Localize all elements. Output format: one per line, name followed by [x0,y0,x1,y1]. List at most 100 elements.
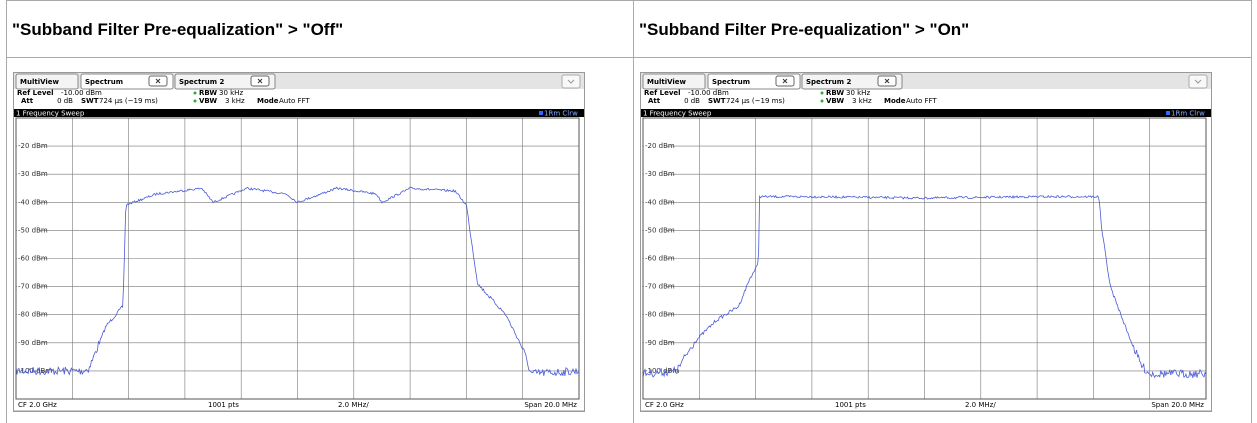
trace-marker [539,111,543,115]
info-label: Ref Level [17,89,54,97]
label-bg [644,311,666,318]
y-tick-label: -30 dBm [645,170,675,178]
window-title: 1 Frequency Sweep [16,110,85,118]
y-tick-label: -50 dBm [18,226,48,234]
info-value: Auto FFT [906,97,937,105]
tab-label: Spectrum 2 [806,78,851,86]
trace-label: 1Rm Clrw [544,110,578,118]
trace [642,194,1207,379]
label-bg [17,283,39,290]
label-bg [17,255,39,262]
column-header: "Subband Filter Pre-equalization" > "On" [634,0,1251,58]
info-label: VBW [826,97,844,105]
info-value: 0 dB [684,97,700,105]
info-label: SWT [81,97,99,105]
info-value: -10.00 dBm [688,89,729,97]
close-icon [782,78,788,84]
tab-label: Spectrum [712,78,750,86]
trace [15,186,580,377]
y-tick-label: -20 dBm [18,142,48,150]
dropdown [1188,74,1208,89]
screenshot: MultiView Spectrum Spectrum 2 Ref Level -10.… [13,72,585,412]
window-title: 1 Frequency Sweep [643,110,712,118]
bullet [193,91,197,95]
window-bar [14,109,584,117]
label-bg [644,143,666,150]
close-icon [257,78,263,84]
label-bg [644,255,666,262]
info-value: 3 kHz [225,97,245,105]
window-bar [641,109,1211,117]
tab [15,73,79,90]
y-tick-label: -60 dBm [645,255,675,263]
close-icon [155,78,161,84]
info-value: -10.00 dBm [61,89,102,97]
bullet [820,99,824,103]
label-bg [644,171,666,178]
table: "Subband Filter Pre-equalization" > "Off… [6,0,1252,423]
label-bg [644,199,666,206]
info-label: Ref Level [644,89,681,97]
y-tick-label: -40 dBm [645,198,675,206]
info-label: Att [648,97,661,105]
label-bg [17,311,39,318]
trace-marker [1166,111,1170,115]
dropdown [561,74,581,89]
label-bg [17,339,39,346]
footer-label: 2.0 MHz/ [965,401,996,409]
info-value: 30 kHz [219,89,243,97]
footer-label: 1001 pts [208,401,239,409]
footer-label: CF 2.0 GHz [645,401,684,409]
y-tick-label: -20 dBm [645,142,675,150]
cell: "Subband Filter Pre-equalization" > "Off… [6,0,634,423]
label-bg [17,199,39,206]
label-bg [17,367,39,374]
plot-border [15,117,580,400]
label-bg [17,143,39,150]
column-header: "Subband Filter Pre-equalization" > "Off… [7,0,634,58]
tab-label: MultiView [20,78,60,86]
y-tick-label: -70 dBm [645,283,675,291]
label-bg [17,171,39,178]
y-tick-label: -80 dBm [645,311,675,319]
footer-label: 2.0 MHz/ [338,401,369,409]
info-value: 0 dB [57,97,73,105]
y-tick-label: -40 dBm [18,198,48,206]
y-tick-label: -80 dBm [18,311,48,319]
tab-label: MultiView [647,78,687,86]
info-label: RBW [826,89,844,97]
info-value: 30 kHz [846,89,870,97]
label-bg [644,367,666,374]
tab [642,73,706,90]
tab [174,73,276,90]
tab [801,73,903,90]
info-label: Mode [884,97,906,105]
y-tick-label: -100 dBm [645,367,679,375]
info-label: RBW [199,89,217,97]
frame [640,72,1212,412]
bullet [820,91,824,95]
frame [13,72,585,412]
footer-label: Span 20.0 MHz [1151,401,1204,409]
info-label: VBW [199,97,217,105]
y-tick-label: -60 dBm [18,255,48,263]
info-label: Att [21,97,34,105]
footer-label: Span 20.0 MHz [524,401,577,409]
info-value: 3 kHz [852,97,872,105]
info-value: Auto FFT [279,97,310,105]
label-bg [644,227,666,234]
screenshot: MultiView Spectrum Spectrum 2 Ref Level -10.… [640,72,1212,412]
y-tick-label: -70 dBm [18,283,48,291]
tab-label: Spectrum [85,78,123,86]
footer-label: CF 2.0 GHz [18,401,57,409]
cell: "Subband Filter Pre-equalization" > "On"… [633,0,1252,423]
label-bg [17,227,39,234]
tab-label: Spectrum 2 [179,78,224,86]
footer-label: 1001 pts [835,401,866,409]
y-tick-label: -90 dBm [645,339,675,347]
info-value: 724 µs (~19 ms) [99,97,158,105]
y-tick-label: -50 dBm [645,226,675,234]
plot-border [642,117,1207,400]
dropdown-icon [567,79,575,84]
info-value: 724 µs (~19 ms) [726,97,785,105]
